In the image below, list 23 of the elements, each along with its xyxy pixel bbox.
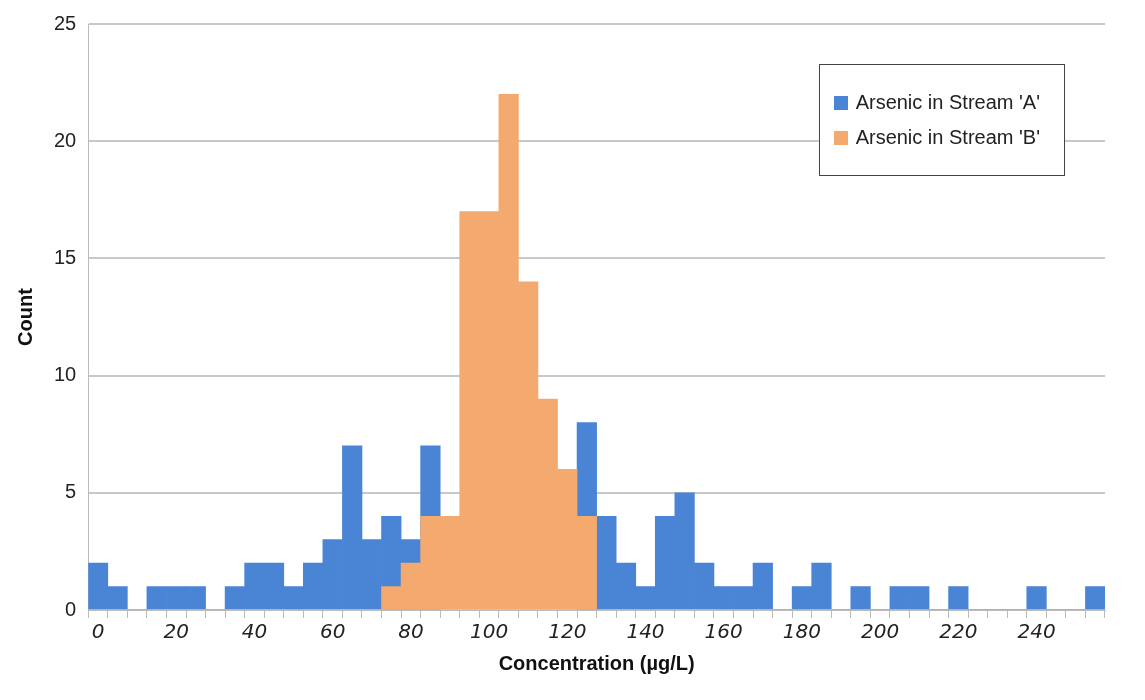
x-tick-label: 0 [91, 619, 105, 644]
x-tick-label: 60 [319, 619, 346, 644]
y-axis-title: Count [13, 287, 36, 346]
x-tick-label: 240 [1017, 619, 1056, 644]
y-tick-label: 20 [54, 128, 77, 151]
y-tick-label: 25 [54, 11, 77, 34]
x-tick-label: 200 [861, 619, 900, 644]
x-tick-label: 100 [469, 619, 509, 644]
x-axis-title: Concentration (µg/L) [498, 651, 695, 674]
y-tick-label: 10 [54, 363, 77, 386]
x-tick-label: 140 [626, 619, 665, 644]
legend-label: Arsenic in Stream 'B' [855, 126, 1040, 149]
x-tick-label: 40 [241, 619, 268, 644]
x-tick-label: 20 [163, 619, 189, 644]
x-tick-label: 220 [939, 619, 978, 644]
x-tick-label: 180 [782, 619, 822, 644]
y-tick-label: 5 [65, 480, 77, 503]
legend-label: Arsenic in Stream 'A' [855, 91, 1040, 114]
x-tick-label: 80 [398, 619, 424, 644]
x-tick-label: 160 [704, 619, 743, 644]
x-tick-label: 120 [548, 619, 587, 644]
y-tick-label: 0 [65, 597, 77, 620]
y-tick-label: 15 [54, 245, 77, 268]
